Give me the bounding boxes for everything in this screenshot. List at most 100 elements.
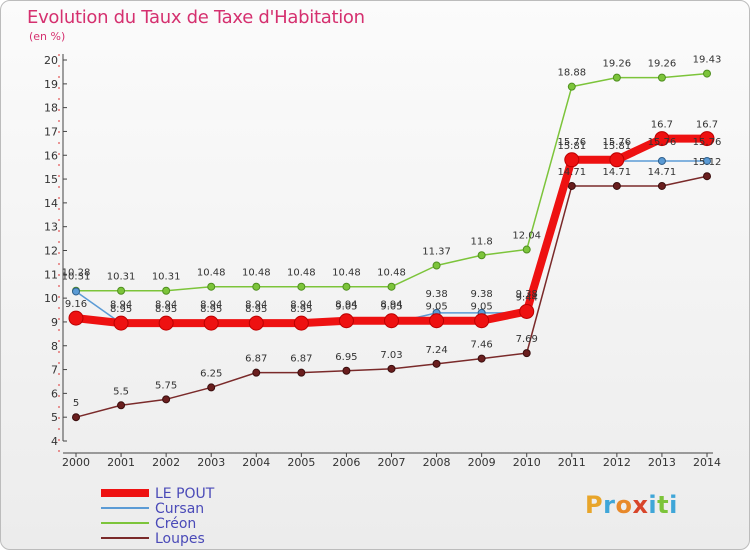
data-label: 10.28 bbox=[62, 267, 91, 278]
data-label: 7.69 bbox=[516, 334, 538, 345]
data-label: 8.95 bbox=[200, 304, 222, 315]
logo-letter: t bbox=[657, 491, 670, 519]
data-label: 9.05 bbox=[425, 302, 447, 313]
data-point bbox=[657, 73, 666, 82]
data-label: 8.95 bbox=[290, 304, 312, 315]
data-label: 8.95 bbox=[245, 304, 267, 315]
data-label: 10.48 bbox=[197, 268, 226, 279]
data-point bbox=[567, 82, 576, 91]
data-point bbox=[387, 282, 396, 291]
data-label: 6.25 bbox=[200, 368, 222, 379]
data-label: 8.95 bbox=[110, 304, 132, 315]
data-label: 19.26 bbox=[603, 59, 632, 70]
y-tick-label: 8 bbox=[51, 340, 58, 353]
legend-label: Créon bbox=[155, 516, 196, 532]
x-tick-label: 2004 bbox=[242, 456, 270, 469]
data-label: 5.5 bbox=[113, 386, 129, 397]
data-point bbox=[703, 156, 711, 165]
y-tick-label: 11 bbox=[44, 268, 58, 281]
data-point bbox=[429, 313, 445, 329]
data-point bbox=[519, 303, 535, 319]
logo-letter: x bbox=[632, 491, 649, 519]
y-tick-label: 12 bbox=[44, 245, 58, 258]
x-tick-label: 2000 bbox=[62, 456, 90, 469]
data-point bbox=[297, 368, 306, 377]
legend-label: Cursan bbox=[155, 501, 204, 517]
data-point bbox=[477, 354, 486, 363]
data-point bbox=[387, 364, 396, 373]
data-label: 8.95 bbox=[155, 304, 177, 315]
data-point bbox=[113, 315, 129, 331]
data-label: 15.12 bbox=[693, 157, 722, 168]
data-point bbox=[612, 181, 621, 190]
data-point bbox=[432, 359, 441, 368]
data-label: 15.76 bbox=[648, 137, 677, 148]
legend-label: LE POUT bbox=[155, 486, 215, 502]
data-label: 10.48 bbox=[287, 268, 316, 279]
data-point bbox=[612, 73, 621, 82]
y-tick-label: 10 bbox=[44, 292, 58, 305]
y-tick-label: 9 bbox=[51, 316, 58, 329]
data-point bbox=[158, 315, 174, 331]
data-point bbox=[522, 349, 531, 358]
data-label: 10.31 bbox=[152, 272, 181, 283]
data-label: 8.94 bbox=[380, 299, 402, 310]
y-tick-label: 20 bbox=[44, 54, 58, 67]
x-tick-label: 2011 bbox=[558, 456, 586, 469]
data-label: 14.71 bbox=[557, 167, 586, 178]
y-tick-label: 16 bbox=[44, 149, 58, 162]
data-label: 8.94 bbox=[245, 299, 267, 310]
data-label: 8.94 bbox=[335, 299, 357, 310]
data-label: 10.48 bbox=[242, 268, 271, 279]
data-label: 9.38 bbox=[471, 289, 493, 300]
data-point bbox=[252, 368, 261, 377]
legend-label: Loupes bbox=[155, 531, 205, 547]
x-tick-label: 2005 bbox=[287, 456, 315, 469]
y-tick-label: 18 bbox=[44, 102, 58, 115]
data-point bbox=[338, 313, 354, 329]
y-tick-label: 7 bbox=[51, 364, 58, 377]
y-tick-label: 17 bbox=[44, 125, 58, 138]
series-line-2 bbox=[76, 72, 708, 292]
chart-title: Evolution du Taux de Taxe d'Habitation bbox=[27, 7, 365, 28]
data-label: 15.81 bbox=[557, 141, 586, 152]
data-label: 11.37 bbox=[422, 247, 451, 258]
data-label: 8.94 bbox=[200, 299, 222, 310]
data-label: 15.76 bbox=[603, 137, 632, 148]
data-label: 8.94 bbox=[290, 299, 312, 310]
y-tick-label: 6 bbox=[51, 387, 58, 400]
y-tick-label: 19 bbox=[44, 78, 58, 91]
x-tick-label: 2001 bbox=[107, 456, 135, 469]
data-point bbox=[207, 282, 216, 291]
data-label: 9.05 bbox=[335, 302, 357, 313]
y-tick-label: 4 bbox=[51, 435, 58, 448]
data-point bbox=[567, 181, 576, 190]
data-label: 6.87 bbox=[290, 354, 312, 365]
data-label: 9.38 bbox=[425, 289, 447, 300]
data-label: 6.95 bbox=[335, 352, 357, 363]
data-label: 15.76 bbox=[557, 137, 586, 148]
data-point bbox=[609, 152, 625, 168]
data-point bbox=[117, 286, 126, 295]
data-label: 5 bbox=[73, 398, 79, 409]
data-label: 8.94 bbox=[155, 299, 177, 310]
data-label: 9.05 bbox=[471, 302, 493, 313]
data-label: 9.44 bbox=[516, 292, 538, 303]
data-point bbox=[162, 395, 171, 404]
data-label: 7.24 bbox=[425, 345, 447, 356]
proxiti-logo: Proxiti bbox=[585, 491, 678, 519]
data-label: 8.94 bbox=[110, 299, 132, 310]
data-label: 10.48 bbox=[332, 268, 361, 279]
data-point bbox=[203, 315, 219, 331]
data-label: 19.43 bbox=[693, 55, 722, 66]
x-tick-label: 2002 bbox=[152, 456, 180, 469]
data-label: 16.7 bbox=[696, 120, 718, 131]
data-point bbox=[117, 401, 126, 410]
x-tick-label: 2006 bbox=[332, 456, 360, 469]
x-tick-label: 2013 bbox=[648, 456, 676, 469]
data-label: 18.88 bbox=[557, 68, 586, 79]
x-tick-label: 2009 bbox=[468, 456, 496, 469]
y-tick-label: 5 bbox=[51, 411, 58, 424]
data-point bbox=[474, 313, 490, 329]
